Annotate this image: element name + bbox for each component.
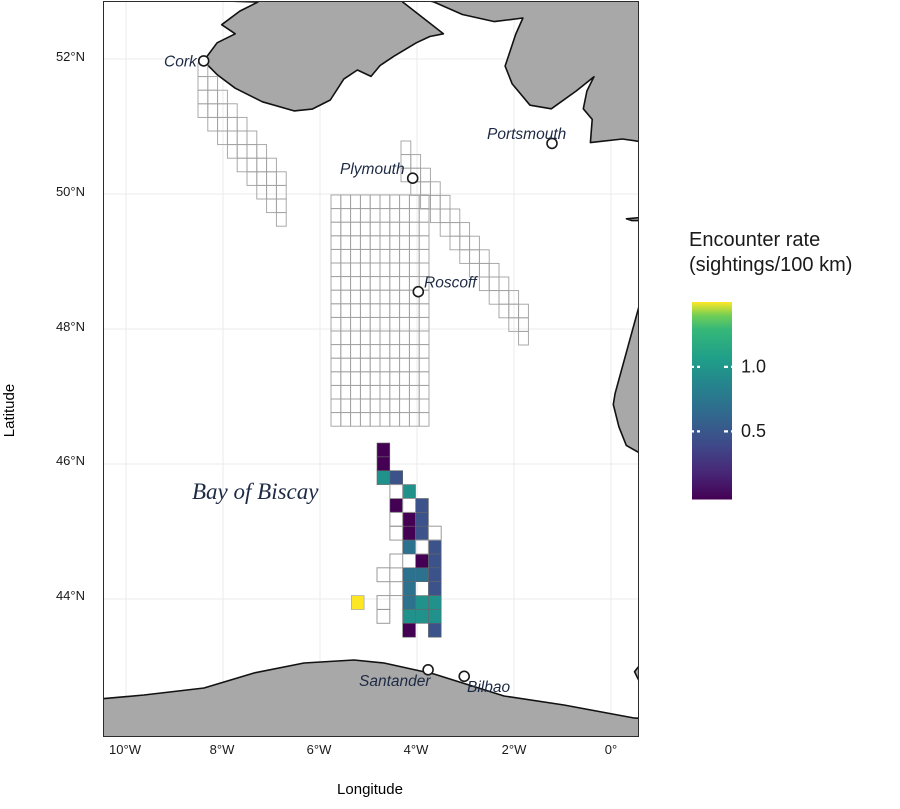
svg-text:Plymouth: Plymouth xyxy=(340,161,405,178)
svg-text:Roscoff: Roscoff xyxy=(424,275,478,292)
svg-text:Bay of Biscay: Bay of Biscay xyxy=(192,479,319,504)
svg-text:1.0: 1.0 xyxy=(741,357,766,377)
svg-text:Santander: Santander xyxy=(359,673,431,690)
svg-text:Portsmouth: Portsmouth xyxy=(487,126,566,143)
svg-text:0.5: 0.5 xyxy=(741,421,766,441)
svg-text:Bilbao: Bilbao xyxy=(467,679,510,696)
svg-text:Cork: Cork xyxy=(164,54,198,71)
